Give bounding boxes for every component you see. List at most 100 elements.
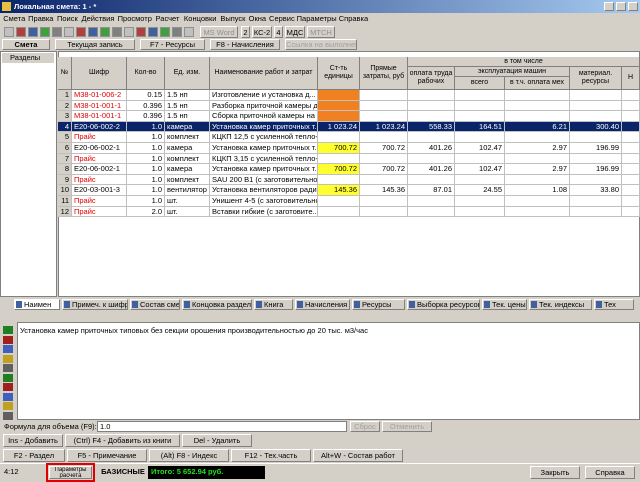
menu-item[interactable]: Смета bbox=[3, 14, 26, 23]
table-cell[interactable]: Е20-03-001-3 bbox=[72, 185, 127, 196]
table-cell[interactable]: 401.26 bbox=[408, 164, 455, 175]
tool-icon[interactable] bbox=[3, 411, 13, 420]
table-cell[interactable]: 1.0 bbox=[127, 132, 165, 143]
table-cell[interactable] bbox=[318, 100, 360, 112]
table-cell[interactable]: 196.99 bbox=[570, 164, 622, 175]
table-cell[interactable] bbox=[622, 111, 640, 122]
table-cell[interactable]: Установка вентиляторов ради... bbox=[210, 185, 318, 196]
table-cell[interactable]: 11 bbox=[58, 196, 72, 207]
table-cell[interactable] bbox=[360, 100, 408, 112]
table-cell[interactable] bbox=[455, 132, 505, 143]
table-cell[interactable]: КЦКП 12,5 с усиленной тепло-... bbox=[210, 132, 318, 143]
toolbar-icon[interactable] bbox=[76, 27, 86, 37]
table-cell[interactable]: 0.396 bbox=[127, 111, 165, 122]
table-cell[interactable]: М38-01-001-1 bbox=[72, 100, 127, 112]
table-cell[interactable] bbox=[360, 132, 408, 143]
table-cell[interactable]: Прайс bbox=[72, 153, 127, 165]
tab[interactable]: Текущая запись bbox=[55, 39, 135, 50]
tool-icon[interactable] bbox=[3, 392, 13, 401]
table-cell[interactable] bbox=[318, 132, 360, 143]
table-cell[interactable]: 9 bbox=[58, 174, 72, 186]
formula-input[interactable]: 1.0 bbox=[97, 421, 347, 432]
table-cell[interactable]: Прайс bbox=[72, 174, 127, 186]
table-cell[interactable] bbox=[455, 100, 505, 112]
table-cell[interactable] bbox=[505, 100, 570, 112]
help-button[interactable]: Справка bbox=[585, 466, 635, 479]
bottom-tab[interactable]: Наимен bbox=[14, 299, 60, 310]
bottom-tab[interactable]: Тех bbox=[594, 299, 634, 310]
action-button[interactable]: F5 - Примечание bbox=[67, 448, 147, 462]
table-cell[interactable]: 33.80 bbox=[570, 185, 622, 196]
table-cell[interactable]: 1.0 bbox=[127, 174, 165, 186]
table-cell[interactable] bbox=[622, 206, 640, 218]
table-cell[interactable]: 12 bbox=[58, 206, 72, 218]
tool-icon[interactable] bbox=[3, 373, 13, 382]
table-cell[interactable] bbox=[318, 111, 360, 122]
table-cell[interactable]: КЦКП 3,15 с усиленной тепло- и ... bbox=[210, 153, 318, 165]
tool-icon[interactable] bbox=[3, 354, 13, 363]
table-cell[interactable]: Разборка приточной камеры д... bbox=[210, 100, 318, 112]
table-cell[interactable]: 700.72 bbox=[318, 164, 360, 175]
bottom-tab[interactable]: Начисления bbox=[295, 299, 350, 310]
reset-button[interactable]: Сброс bbox=[350, 421, 380, 432]
table-cell[interactable]: 1.5 нп bbox=[165, 100, 210, 112]
table-cell[interactable] bbox=[455, 174, 505, 186]
table-cell[interactable]: Вставки гибкие (с заготовите... bbox=[210, 206, 318, 218]
table-cell[interactable] bbox=[505, 174, 570, 186]
table-cell[interactable] bbox=[318, 90, 360, 101]
table-cell[interactable] bbox=[455, 196, 505, 207]
tool-icon[interactable] bbox=[3, 383, 13, 391]
table-cell[interactable] bbox=[505, 111, 570, 122]
menu-item[interactable]: Действия bbox=[81, 14, 115, 23]
table-cell[interactable] bbox=[622, 153, 640, 165]
bottom-tab[interactable]: Книга bbox=[254, 299, 293, 310]
table-cell[interactable] bbox=[455, 111, 505, 122]
menu-item[interactable]: Параметры bbox=[296, 14, 337, 23]
table-cell[interactable] bbox=[318, 196, 360, 207]
maximize-button[interactable] bbox=[616, 2, 626, 11]
toolbar-button[interactable]: 4 bbox=[274, 26, 283, 38]
toolbar-icon[interactable] bbox=[112, 27, 122, 37]
bottom-tab[interactable]: Состав сметы bbox=[130, 299, 180, 310]
tab[interactable]: F7 - Ресурсы bbox=[140, 39, 205, 50]
toolbar-icon[interactable] bbox=[40, 27, 50, 37]
table-cell[interactable]: 196.99 bbox=[570, 143, 622, 154]
table-cell[interactable]: шт. bbox=[165, 196, 210, 207]
bottom-tab[interactable]: Тек. индексы bbox=[529, 299, 592, 310]
table-cell[interactable] bbox=[455, 90, 505, 101]
bottom-tab[interactable]: Примеч. к шифру bbox=[62, 299, 128, 310]
table-cell[interactable] bbox=[408, 174, 455, 186]
table-cell[interactable]: Прайс bbox=[72, 132, 127, 143]
toolbar-icon[interactable] bbox=[136, 27, 146, 37]
table-cell[interactable]: Е20-06-002-1 bbox=[72, 143, 127, 154]
bottom-tab[interactable]: Концовка раздела bbox=[182, 299, 252, 310]
table-cell[interactable]: комплект bbox=[165, 132, 210, 143]
table-cell[interactable] bbox=[318, 206, 360, 218]
table-cell[interactable] bbox=[622, 143, 640, 154]
table-cell[interactable]: 700.72 bbox=[360, 164, 408, 175]
cancel-button[interactable]: Отменить bbox=[382, 421, 432, 432]
minimize-button[interactable] bbox=[604, 2, 614, 11]
table-cell[interactable]: 7 bbox=[58, 153, 72, 165]
tool-icon[interactable] bbox=[3, 402, 13, 410]
table-cell[interactable] bbox=[505, 132, 570, 143]
table-cell[interactable]: Е20-06-002-1 bbox=[72, 164, 127, 175]
table-cell[interactable]: камера bbox=[165, 121, 210, 133]
toolbar-button[interactable]: 2 bbox=[241, 26, 250, 38]
toolbar-icon[interactable] bbox=[172, 27, 182, 37]
table-cell[interactable]: комплект bbox=[165, 174, 210, 186]
menu-item[interactable]: Справка bbox=[338, 14, 369, 23]
sidebar-title[interactable]: Разделы bbox=[2, 53, 54, 63]
table-cell[interactable]: камера bbox=[165, 164, 210, 175]
table-cell[interactable] bbox=[570, 100, 622, 112]
table-cell[interactable] bbox=[360, 111, 408, 122]
toolbar-icon[interactable] bbox=[160, 27, 170, 37]
toolbar-button[interactable]: МДС bbox=[285, 26, 305, 38]
table-cell[interactable]: Унишент 4-5 (с заготовительно... bbox=[210, 196, 318, 207]
toolbar-button[interactable]: МТСН bbox=[307, 26, 335, 38]
table-cell[interactable]: 1.0 bbox=[127, 164, 165, 175]
table-cell[interactable] bbox=[570, 90, 622, 101]
table-cell[interactable]: М38-01-006-2 bbox=[72, 90, 127, 101]
table-cell[interactable]: 8 bbox=[58, 164, 72, 175]
table-cell[interactable]: камера bbox=[165, 143, 210, 154]
